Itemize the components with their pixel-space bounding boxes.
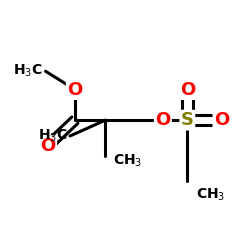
- Text: O: O: [67, 80, 82, 98]
- Text: CH$_3$: CH$_3$: [196, 186, 225, 203]
- Text: O: O: [155, 111, 170, 129]
- Text: H$_3$C: H$_3$C: [14, 63, 43, 80]
- Text: CH$_3$: CH$_3$: [113, 152, 142, 169]
- Text: O: O: [214, 111, 229, 129]
- Text: O: O: [180, 80, 195, 98]
- Text: O: O: [40, 137, 56, 155]
- Text: H$_3$C: H$_3$C: [38, 128, 68, 144]
- Text: S: S: [181, 111, 194, 129]
